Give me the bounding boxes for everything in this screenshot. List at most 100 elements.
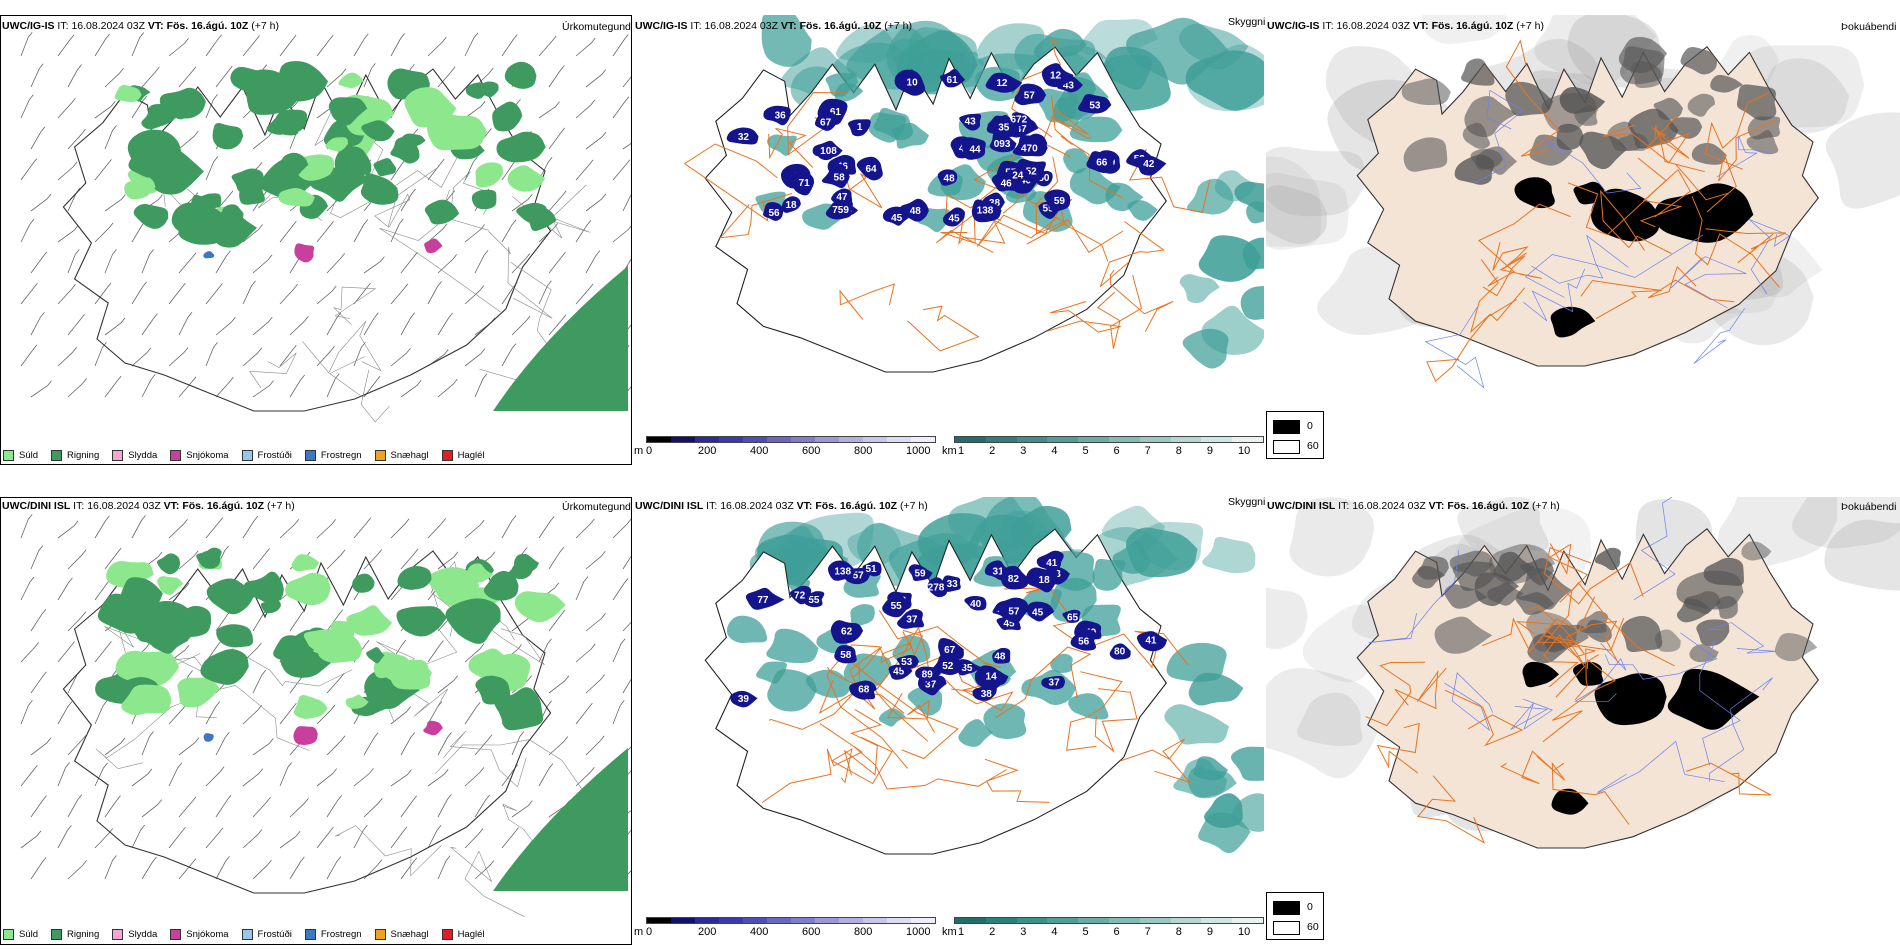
road-line [843,708,882,776]
precip-legend-item: Súld [3,449,38,461]
road-line [1096,274,1143,349]
low-cloud-area [986,115,1020,137]
fog-shade [1449,550,1494,577]
colorbar-segment [1016,918,1048,923]
precip-area [489,663,508,677]
colorbar-tick-label: 800 [854,445,873,457]
low-cloud-area [1026,601,1055,622]
low-cloud-area [971,199,1002,223]
precip-area [328,97,368,126]
wind-barb [585,131,607,150]
wind-barb [585,69,607,88]
wind-barb [511,194,533,212]
wind-barb [94,33,110,57]
cloud-base-label: 62 [841,626,853,637]
low-cloud-area [942,207,965,227]
wind-barb [464,224,485,243]
wind-barb [104,375,122,398]
precip-area [529,208,557,232]
wind-barb [279,284,298,305]
wind-barb [437,794,452,818]
low-cloud-area [812,140,843,158]
cloud-base-label: 61 [947,75,959,86]
precip-area [245,69,302,115]
colorbar-segment [863,918,887,923]
wind-barb [94,700,108,725]
wind-barb [67,249,80,274]
wind-barb [141,249,154,274]
colorbar-tick-label: 8 [1175,926,1182,938]
cloud-base-label: 44 [969,144,981,155]
low-cloud-area [896,654,919,670]
wind-barb [168,582,190,601]
wind-barb [20,765,38,787]
wind-barb [57,34,75,57]
wind-barb [612,225,631,243]
wind-barb [178,858,197,880]
road-line [1709,677,1773,782]
wind-barb [104,67,124,88]
visibility-area [850,604,875,626]
visibility-area [1164,704,1230,745]
wind-barb [67,549,87,570]
colorbar-segment [1047,918,1079,923]
dense-fog-area [1514,177,1555,209]
precip-panel-row2: Súld Rigning Slydda Snjókoma Frostúði Frostre… [0,497,632,945]
wind-barb [437,312,453,336]
wind-barb [622,258,631,274]
road-line [761,723,863,804]
fog-shade [1559,87,1606,114]
low-cloud-area [848,119,871,137]
road-line [1699,640,1741,766]
wind-barb [30,126,46,150]
wind-barb [400,732,416,756]
run-header-row2-a: UWC/DINI ISL IT: 16.08.2024 03Z VT: Fös.… [2,500,295,512]
road-line [1748,219,1791,295]
low-cloud-area [1086,151,1116,173]
precip-area [156,553,181,575]
precip-area [171,202,225,236]
visibility-area [756,661,787,684]
wind-barb [30,857,47,880]
colorbar-tick-label: 3 [1020,445,1027,457]
precip-area [361,120,395,142]
wind-barb [326,609,344,632]
precip-area [200,649,249,685]
cloud-base-label: 57 [853,571,865,582]
wind-barb [94,641,112,663]
wind-barb [57,284,76,305]
road-line [836,170,883,209]
precip-legend-label: Slydda [128,449,158,461]
wind-barb [548,314,567,336]
road-line [1046,301,1121,333]
road-line [1543,547,1644,605]
road-line [1365,661,1426,727]
wind-barb [252,131,273,150]
road-line [1120,738,1192,784]
cloud-base-label: 82 [1008,574,1020,585]
precip-area [464,563,494,583]
colorbar-segment [767,437,791,442]
cloud-base-label: 80 [1114,647,1126,658]
road-line [1647,265,1735,303]
wind-barb [20,830,42,849]
cloud-base-label: 46 [1001,179,1013,190]
precip-legend-swatch [241,449,253,461]
precip-area [120,577,163,606]
run-header-row1-b: UWC/IG-IS IT: 16.08.2024 03Z VT: Fös. 16… [635,20,912,32]
run-header-row2-c: UWC/DINI ISL IT: 16.08.2024 03Z VT: Fös.… [1267,500,1560,512]
wind-barb [585,674,606,694]
road-line [1444,672,1494,732]
wind-barb [289,609,306,632]
wind-barb [511,731,525,756]
road-line [907,305,980,352]
road-line [1482,617,1555,652]
wind-barb [612,159,631,181]
wind-barb [215,190,234,212]
visibility-colorbar-row1: km 1 2 3 4 5 6 7 8 9 10 [942,436,1264,460]
low-cloud-area [927,577,948,598]
colorbar-segment [1016,437,1048,442]
fog-shade [1668,117,1703,139]
precip-area [427,110,488,151]
cloud-base-label: 37 [925,679,937,690]
